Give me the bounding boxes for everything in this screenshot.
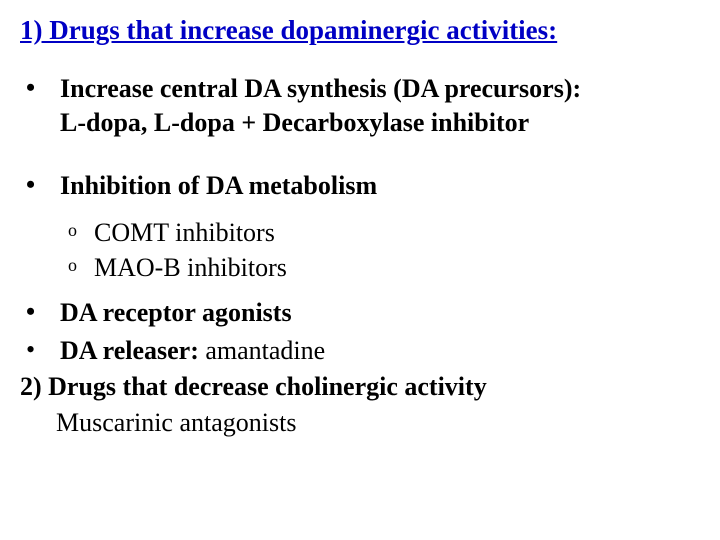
- bullet-item-3: • DA receptor agonists: [20, 296, 700, 330]
- circle-marker: o: [68, 252, 94, 279]
- bullet-item-2: • Inhibition of DA metabolism: [20, 169, 700, 203]
- sub-text: MAO-B inhibitors: [94, 252, 287, 285]
- bullet-text: Increase central DA synthesis (DA precur…: [60, 72, 581, 140]
- spacer: [20, 207, 700, 217]
- circle-marker: o: [68, 217, 94, 244]
- bullet1-line2: L-dopa, L-dopa + Decarboxylase inhibitor: [60, 108, 529, 137]
- bullet-text: DA releaser: amantadine: [60, 334, 325, 368]
- bullet-text: Inhibition of DA metabolism: [60, 169, 377, 203]
- bullet-marker: •: [20, 296, 60, 329]
- bullet4-rest: amantadine: [199, 336, 325, 365]
- slide-root: 1) Drugs that increase dopaminergic acti…: [0, 0, 720, 540]
- bullet-marker: •: [20, 169, 60, 202]
- bullet4-bold: DA releaser:: [60, 336, 199, 365]
- sub-item-2: o MAO-B inhibitors: [20, 252, 700, 285]
- section1-heading: 1) Drugs that increase dopaminergic acti…: [20, 14, 700, 48]
- bullet-item-1: • Increase central DA synthesis (DA prec…: [20, 72, 700, 140]
- spacer: [20, 143, 700, 169]
- bullet-marker: •: [20, 72, 60, 105]
- bullet-item-4: • DA releaser: amantadine: [20, 334, 700, 368]
- bullet-text: DA receptor agonists: [60, 296, 292, 330]
- section2-heading: 2) Drugs that decrease cholinergic activ…: [20, 372, 700, 402]
- section2-line: Muscarinic antagonists: [20, 406, 700, 440]
- sub-item-1: o COMT inhibitors: [20, 217, 700, 250]
- sub-text: COMT inhibitors: [94, 217, 275, 250]
- bullet-marker: •: [20, 334, 60, 367]
- bullet1-line1: Increase central DA synthesis (DA precur…: [60, 74, 581, 103]
- spacer: [20, 286, 700, 296]
